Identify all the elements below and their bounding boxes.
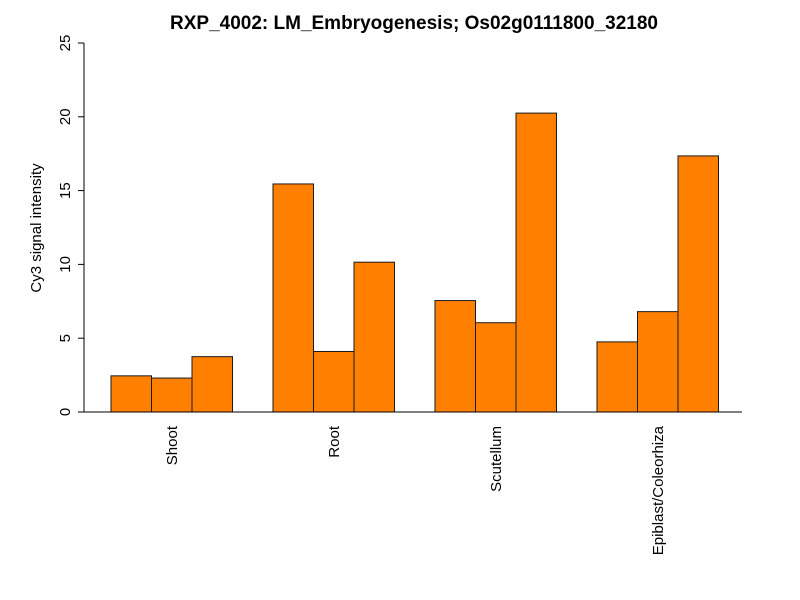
- chart-title: RXP_4002: LM_Embryogenesis; Os02g0111800…: [170, 13, 658, 34]
- y-tick-label: 0: [57, 408, 74, 416]
- y-tick-label: 20: [57, 108, 74, 125]
- bar-epiblast-coleorhiza-1: [596, 341, 638, 413]
- bar-shoot-1: [110, 375, 152, 413]
- y-tick-label: 5: [57, 334, 74, 342]
- bar-scutellum-2: [475, 322, 517, 413]
- x-category-label: Epiblast/Coleorhiza: [650, 425, 667, 555]
- bar-scutellum-3: [515, 112, 557, 413]
- y-tick-label: 15: [57, 182, 74, 199]
- bar-epiblast-coleorhiza-2: [637, 311, 679, 413]
- y-axis-label: Cy3 signal intensity: [28, 163, 45, 293]
- bar-shoot-2: [151, 377, 193, 413]
- x-category-label: Scutellum: [488, 426, 505, 492]
- bar-shoot-3: [191, 356, 233, 413]
- bar-epiblast-coleorhiza-3: [677, 155, 719, 413]
- x-labels-layer: Shoot Root Scutellum Epiblast/Coleorhiza: [164, 425, 667, 555]
- bar-root-3: [353, 261, 395, 413]
- y-tick-label: 10: [57, 256, 74, 273]
- x-category-label: Shoot: [164, 425, 181, 465]
- x-category-label: Root: [326, 425, 343, 458]
- bar-root-1: [272, 183, 314, 413]
- y-ticks-layer: 0 5 10 15 20 25: [57, 35, 84, 416]
- bar-root-2: [313, 350, 355, 413]
- bars-layer: [110, 112, 719, 413]
- bar-scutellum-1: [434, 300, 476, 413]
- y-tick-label: 25: [57, 35, 74, 52]
